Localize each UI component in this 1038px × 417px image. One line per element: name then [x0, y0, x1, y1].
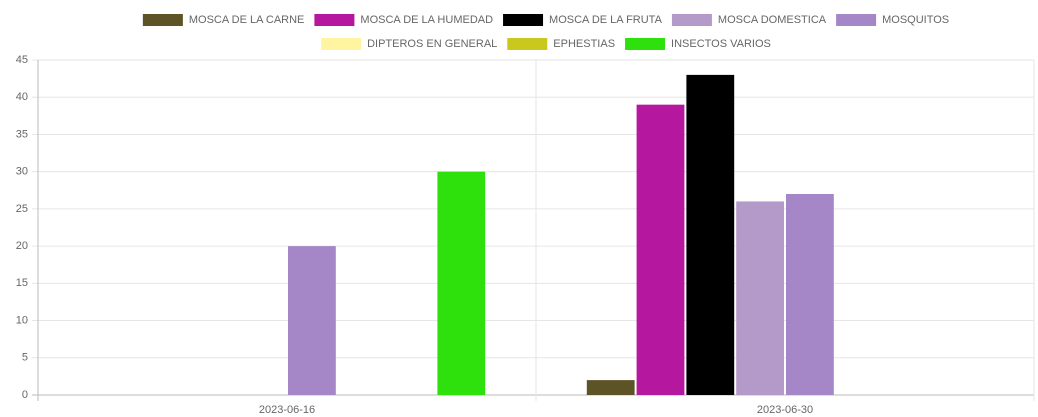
legend-swatch	[314, 14, 355, 26]
legend-swatch	[671, 14, 712, 26]
legend-swatch	[625, 38, 666, 50]
x-tick-label: 2023-06-16	[259, 404, 315, 416]
y-tick-label: 30	[16, 166, 28, 178]
legend-swatch	[507, 38, 548, 50]
legend-label: DIPTEROS EN GENERAL	[367, 38, 497, 50]
legend-label: MOSCA DE LA FRUTA	[549, 14, 663, 26]
legend-swatch	[503, 14, 544, 26]
legend-swatch	[836, 14, 877, 26]
y-tick-label: 45	[16, 54, 28, 66]
legend-label: MOSCA DOMESTICA	[718, 14, 827, 26]
y-tick-label: 5	[22, 352, 28, 364]
bar	[586, 380, 635, 395]
bar	[736, 201, 784, 395]
y-tick-label: 40	[16, 91, 28, 103]
legend-label: MOSCA DE LA CARNE	[189, 14, 305, 26]
bar	[686, 74, 735, 395]
y-tick-label: 35	[16, 128, 28, 140]
legend-swatch	[142, 14, 183, 26]
x-tick-label: 2023-06-30	[757, 404, 813, 416]
bar	[288, 246, 336, 395]
bar	[636, 104, 685, 396]
y-tick-label: 10	[16, 314, 28, 326]
bar	[786, 194, 834, 395]
y-tick-label: 0	[22, 389, 28, 401]
legend-label: EPHESTIAS	[553, 38, 615, 50]
legend-swatch	[321, 38, 362, 50]
y-tick-label: 20	[16, 240, 28, 252]
y-tick-label: 15	[16, 277, 28, 289]
y-tick-label: 25	[16, 203, 28, 215]
bar	[437, 171, 486, 395]
legend-label: INSECTOS VARIOS	[671, 38, 771, 50]
legend-label: MOSCA DE LA HUMEDAD	[360, 14, 493, 26]
legend-label: MOSQUITOS	[882, 14, 949, 26]
